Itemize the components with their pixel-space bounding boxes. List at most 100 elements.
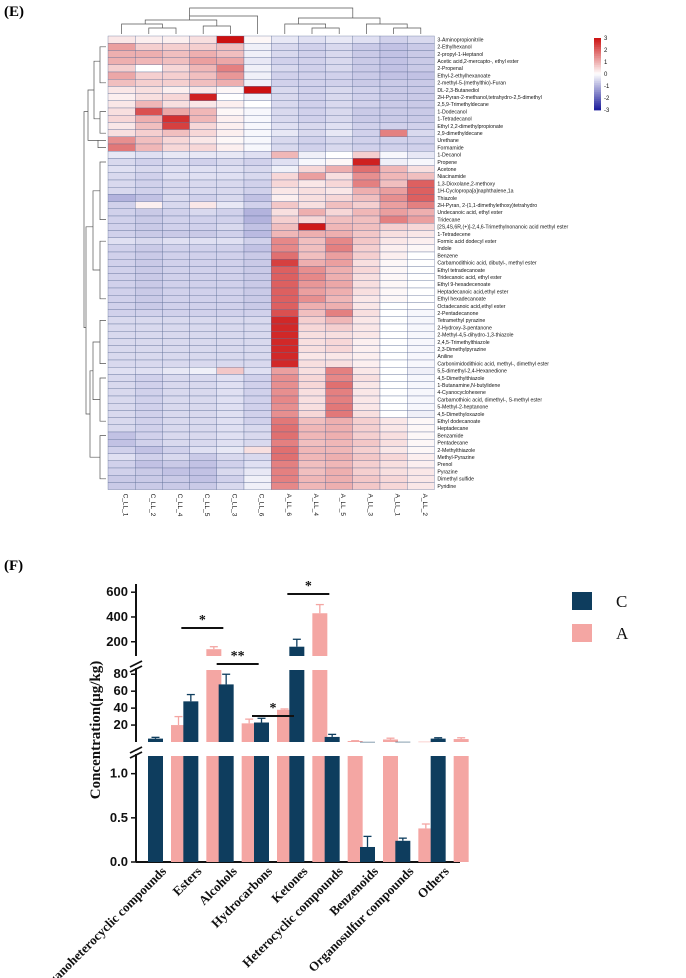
heatmap-cell: [107, 259, 136, 267]
heatmap-cell: [162, 431, 190, 440]
heatmap-cell: [298, 194, 326, 202]
heatmap-cell: [379, 287, 408, 296]
heatmap-row-label: Aniline: [437, 354, 453, 360]
heatmap-cell: [135, 273, 163, 281]
heatmap-cell: [107, 158, 136, 166]
heatmap-cell: [271, 403, 299, 411]
y-tick-label: 1.0: [110, 766, 128, 781]
heatmap-cell: [243, 266, 272, 274]
heatmap-cell: [135, 136, 163, 145]
heatmap-cell: [352, 151, 381, 159]
heatmap-cell: [271, 345, 299, 353]
heatmap-cell: [162, 259, 190, 267]
legend-label: C: [616, 592, 627, 611]
heatmap-cell: [189, 194, 217, 202]
heatmap-cell: [407, 71, 435, 80]
heatmap-cell: [298, 251, 326, 260]
colorbar-segment: [594, 90, 601, 93]
heatmap-cell: [162, 266, 190, 274]
heatmap-cell: [379, 259, 408, 267]
heatmap-cell: [407, 151, 435, 159]
heatmap-cell: [271, 259, 299, 267]
colorbar-segment: [594, 81, 601, 84]
heatmap-cell: [135, 453, 163, 461]
colorbar-segment: [594, 52, 601, 55]
heatmap-row-label: Acetic acid,2-mercapto-, ethyl ester: [437, 59, 519, 65]
heatmap-cell: [107, 179, 136, 188]
heatmap-cell: [243, 115, 272, 123]
axis-break-mark: [129, 746, 143, 754]
bar: [183, 701, 199, 742]
heatmap-cell: [325, 244, 353, 253]
colorbar-tick-label: 3: [604, 36, 608, 42]
heatmap-row-label: 2-Methylthiazole: [437, 448, 475, 454]
heatmap-cell: [189, 266, 217, 274]
heatmap-cell: [243, 79, 272, 87]
heatmap-row-label: Dimethyl sulfide: [437, 477, 474, 483]
heatmap-cell: [243, 381, 272, 389]
heatmap-cell: [298, 345, 326, 353]
heatmap-cell: [271, 280, 299, 289]
row-dendrogram-branch: [99, 240, 106, 300]
heatmap-cell: [216, 165, 245, 173]
heatmap-cell: [107, 374, 136, 382]
heatmap-cell: [379, 79, 408, 87]
heatmap-cell: [107, 367, 136, 375]
legend-swatch: [572, 624, 592, 642]
heatmap-cell: [216, 345, 245, 353]
heatmap-cell: [189, 179, 217, 188]
heatmap-cell: [407, 107, 435, 116]
heatmap-cell: [135, 331, 163, 339]
heatmap-cell: [407, 417, 435, 425]
bar: [148, 756, 163, 862]
heatmap-cell: [407, 223, 435, 231]
heatmap-cell: [325, 179, 353, 188]
heatmap-cell: [325, 309, 353, 317]
heatmap-cell: [135, 403, 163, 411]
heatmap-cell: [216, 115, 245, 123]
heatmap-cell: [162, 187, 190, 195]
heatmap-cell: [379, 395, 408, 404]
heatmap-cell: [271, 251, 299, 260]
heatmap-cell: [325, 79, 353, 87]
heatmap-cell: [407, 367, 435, 375]
heatmap-row-label: 2H-Pyran-2-methanol,tetrahydro-2,5-dimet…: [437, 95, 541, 101]
column-dendrogram-branch: [311, 27, 340, 34]
heatmap-cell: [135, 381, 163, 389]
heatmap-cell: [243, 223, 272, 231]
heatmap-cell: [298, 107, 326, 116]
heatmap-cell: [271, 179, 299, 188]
heatmap-cell: [298, 100, 326, 109]
heatmap-cell: [271, 467, 299, 476]
heatmap-cell: [298, 35, 326, 44]
heatmap-cell: [379, 179, 408, 188]
heatmap-cell: [379, 309, 408, 317]
heatmap-cell: [243, 309, 272, 317]
heatmap-cell: [216, 64, 245, 73]
heatmap-cell: [407, 237, 435, 245]
heatmap-cell: [216, 201, 245, 209]
heatmap-cell: [298, 309, 326, 317]
heatmap-cell: [407, 136, 435, 145]
heatmap-row-label: Ethyl-2-ethylhexanoate: [437, 73, 490, 79]
heatmap-cell: [271, 431, 299, 440]
heatmap-cell: [325, 381, 353, 389]
heatmap-cell: [107, 475, 136, 483]
heatmap-cell: [407, 115, 435, 123]
colorbar-segment: [594, 50, 601, 53]
heatmap-cell: [216, 266, 245, 274]
colorbar-segment: [594, 86, 601, 89]
heatmap-cell: [135, 230, 163, 238]
heatmap-cell: [325, 107, 353, 116]
heatmap-cell: [216, 323, 245, 332]
heatmap-cell: [162, 129, 190, 137]
heatmap-cell: [189, 367, 217, 375]
heatmap-cell: [352, 431, 381, 440]
colorbar-segment: [594, 41, 601, 44]
heatmap-cell: [216, 151, 245, 159]
heatmap-cell: [271, 57, 299, 65]
heatmap-cell: [298, 475, 326, 483]
heatmap-cell: [298, 295, 326, 303]
heatmap-cell: [189, 187, 217, 195]
heatmap-cell: [135, 201, 163, 209]
